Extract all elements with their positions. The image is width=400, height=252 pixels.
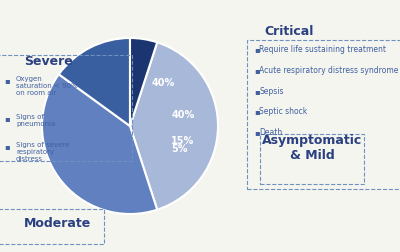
Text: Moderate: Moderate [24,217,91,230]
Text: Sepsis: Sepsis [259,87,284,96]
Text: Severe: Severe [24,55,73,69]
Wedge shape [130,42,218,210]
Wedge shape [59,38,130,126]
Text: ▪: ▪ [4,76,10,85]
Text: ▪: ▪ [254,45,260,54]
Text: 15%: 15% [171,136,194,146]
Text: ▪: ▪ [4,114,10,123]
Text: Death: Death [259,128,282,137]
Text: Signs of severe
respiratory
distress: Signs of severe respiratory distress [16,142,69,162]
Text: Signs of
pneumonia: Signs of pneumonia [16,114,55,127]
Wedge shape [42,74,157,214]
Text: ▪: ▪ [254,128,260,137]
Text: Require life sustaining treatment: Require life sustaining treatment [259,45,386,54]
Text: 5%: 5% [171,144,188,154]
Text: ▪: ▪ [254,107,260,116]
Text: Oxygen
saturation < 90%
on room air: Oxygen saturation < 90% on room air [16,76,78,96]
Text: Septic shock: Septic shock [259,107,308,116]
Text: Asymptomatic
& Mild: Asymptomatic & Mild [262,134,362,162]
Text: Critical: Critical [264,25,313,38]
Text: Acute respiratory distress syndrome: Acute respiratory distress syndrome [259,66,398,75]
Text: ▪: ▪ [254,87,260,96]
Text: ▪: ▪ [4,142,10,151]
Text: ▪: ▪ [254,66,260,75]
Text: 40%: 40% [172,110,195,120]
Wedge shape [130,38,157,126]
Text: 40%: 40% [152,78,175,88]
